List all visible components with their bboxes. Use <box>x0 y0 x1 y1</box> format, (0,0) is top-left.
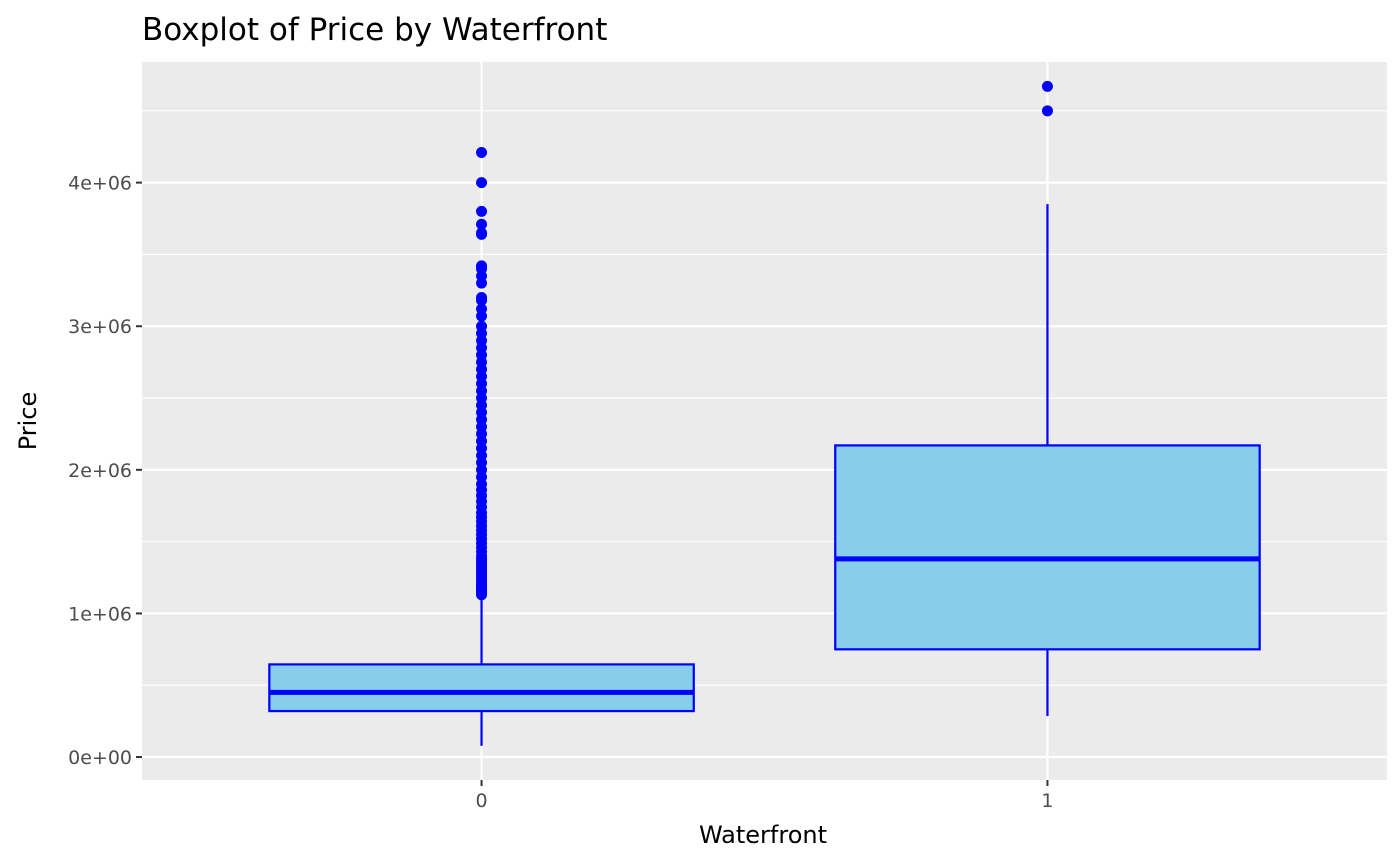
x-tick-label: 1 <box>1041 790 1053 812</box>
outlier-point <box>476 218 488 230</box>
y-axis: 0e+00 1e+06 2e+06 3e+06 4e+06 <box>68 173 142 769</box>
outlier-point <box>476 146 488 158</box>
outlier-point <box>476 303 488 315</box>
outlier-point <box>476 177 488 189</box>
outlier-point <box>476 320 488 332</box>
box-group-1 <box>834 80 1261 717</box>
y-tick-label: 1e+06 <box>68 603 132 625</box>
outlier-point <box>1041 105 1053 117</box>
chart-title: Boxplot of Price by Waterfront <box>142 12 607 48</box>
outlier-point <box>1041 80 1053 92</box>
x-axis-title: Waterfront <box>699 821 827 849</box>
outlier-point <box>476 205 488 217</box>
box-iqr <box>834 444 1261 651</box>
outlier-point <box>476 260 488 272</box>
x-tick-label: 0 <box>475 790 487 812</box>
box-group-0 <box>268 146 695 746</box>
box-iqr <box>268 663 695 713</box>
y-axis-title: Price <box>14 392 42 451</box>
outlier-point <box>476 292 488 304</box>
y-tick-label: 0e+00 <box>68 747 132 769</box>
y-tick-label: 2e+06 <box>68 460 132 482</box>
outlier-point <box>476 227 488 239</box>
boxes-layer <box>268 80 1261 746</box>
y-tick-label: 4e+06 <box>68 173 132 195</box>
y-tick-label: 3e+06 <box>68 316 132 338</box>
